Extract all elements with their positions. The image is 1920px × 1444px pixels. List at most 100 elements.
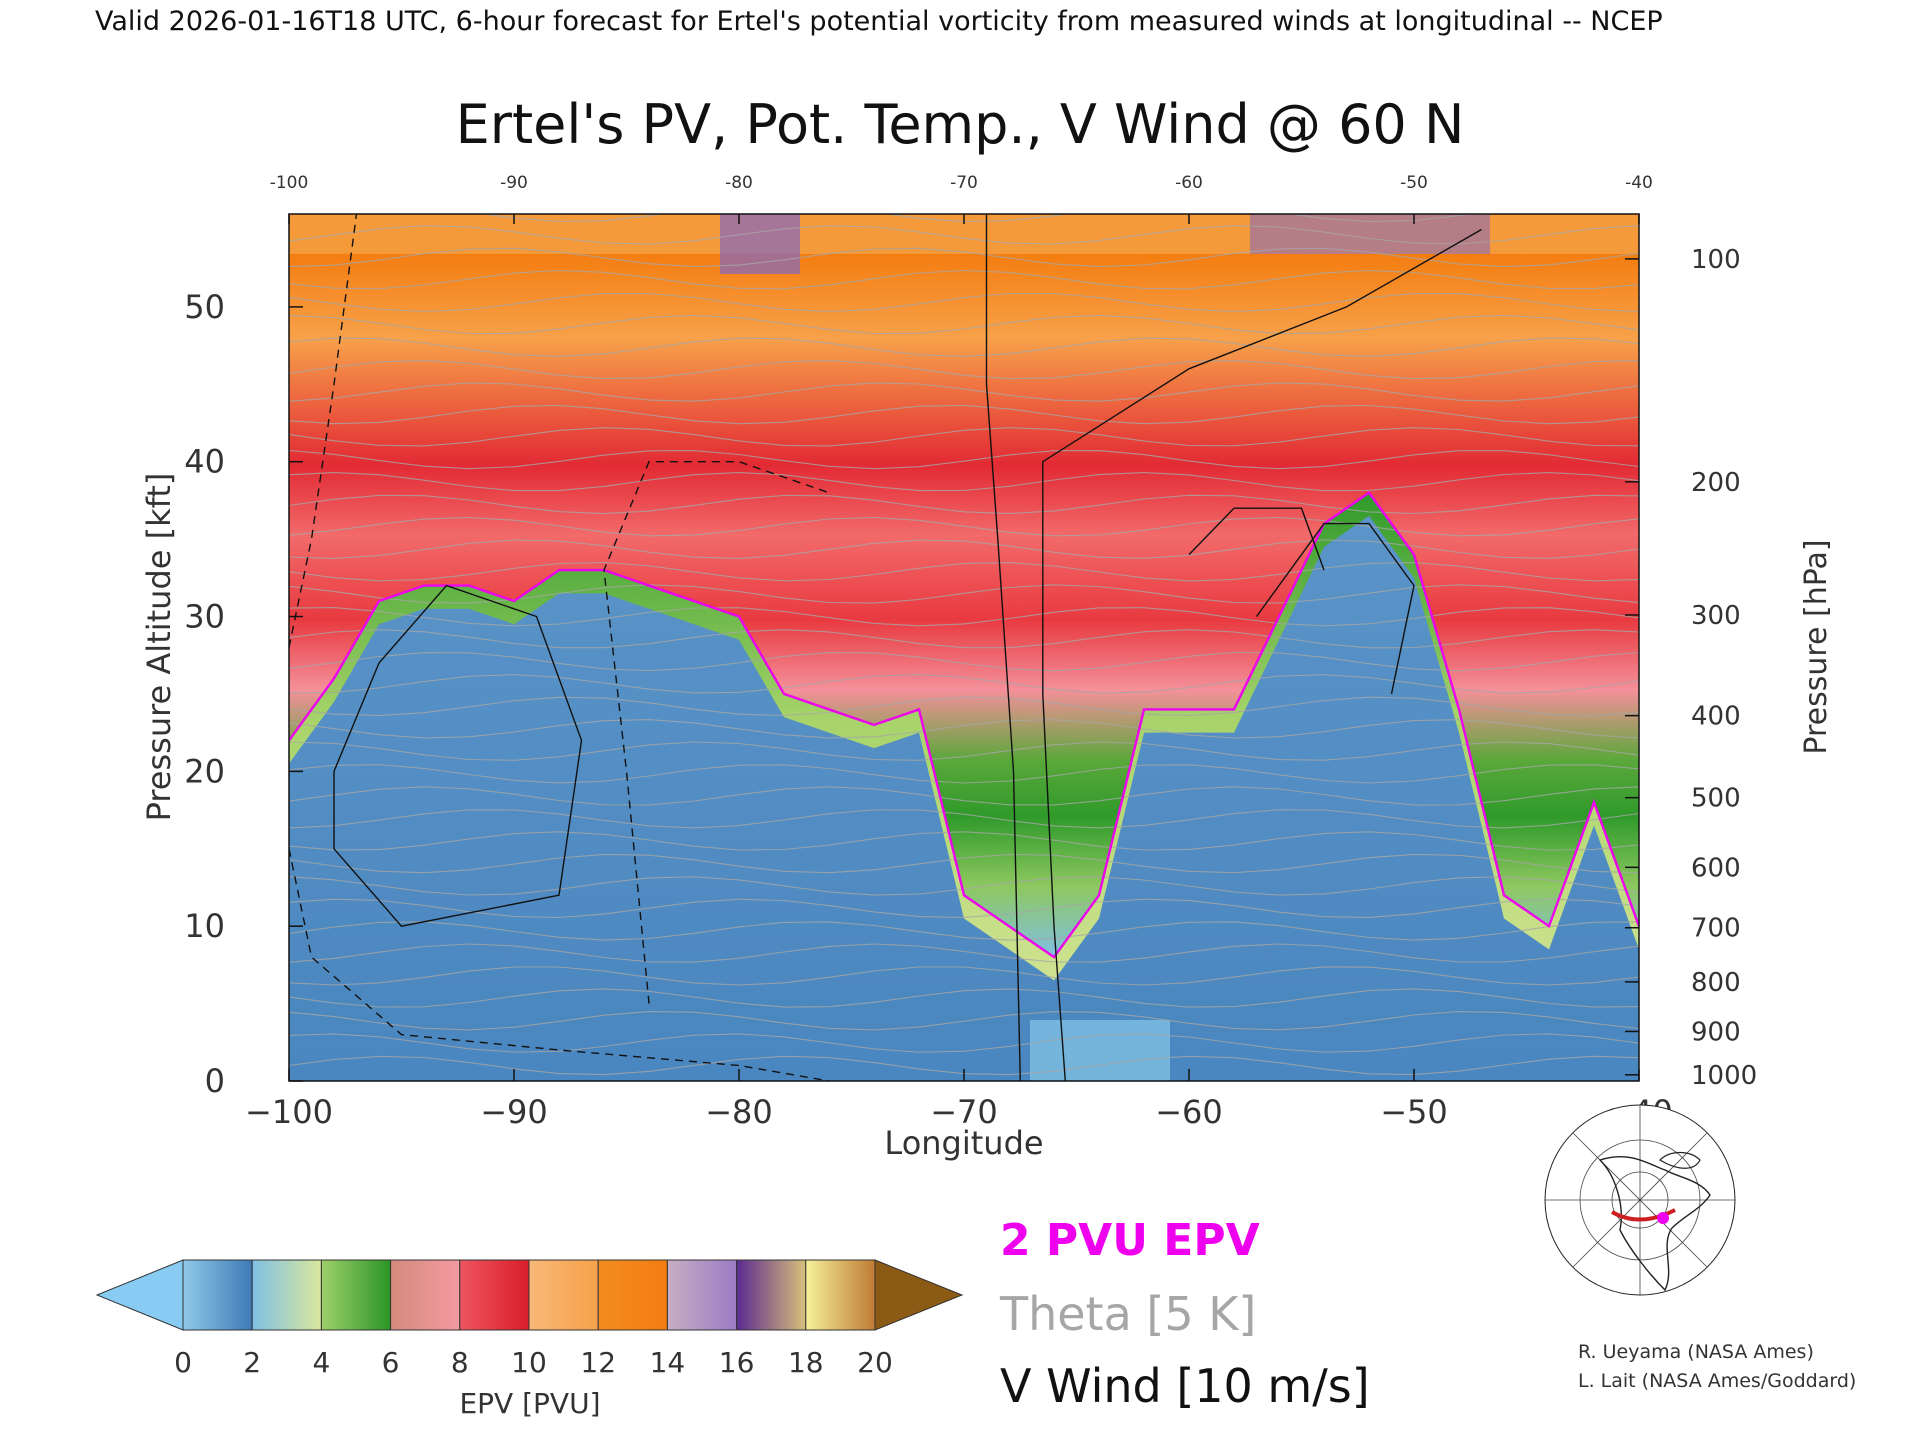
y-tick-label: 50: [184, 288, 225, 326]
theta-contour: [289, 404, 1639, 425]
pressure-tick-label: 600: [1691, 853, 1741, 883]
colorbar-tick-label: 8: [451, 1346, 469, 1379]
credit-line-1: R. Ueyama (NASA Ames): [1578, 1341, 1814, 1363]
pressure-tick-label: 700: [1691, 914, 1741, 944]
pressure-tick-label: 1000: [1691, 1061, 1757, 1091]
theta-contour: [289, 741, 1639, 761]
vwind-contours: [289, 214, 1482, 1081]
colorbar-bin: [251, 1259, 322, 1331]
colorbar-tick-label: 10: [511, 1346, 547, 1379]
vwind-contour: [603, 461, 830, 1004]
theta-contour: [289, 876, 1639, 896]
y-tick-label: 30: [184, 598, 225, 636]
stratosphere-purple-patch-right: [1250, 214, 1490, 254]
x-top-tick-label: -80: [725, 173, 753, 193]
theta-contour: [289, 516, 1639, 537]
x-top-tick-label: -100: [270, 173, 309, 193]
x-tick-label: −60: [1155, 1093, 1223, 1131]
legend-theta: Theta [5 K]: [999, 1287, 1256, 1341]
theta-contour: [289, 651, 1639, 672]
colorbar-bin: [736, 1259, 807, 1331]
colorbar-bin: [182, 1259, 253, 1331]
vwind-contour: [1255, 522, 1415, 695]
theta-contour: [289, 1033, 1639, 1053]
theta-contour: [289, 539, 1639, 559]
y-tick-label: 0: [205, 1062, 225, 1100]
colorbar-bin: [666, 1259, 738, 1331]
vwind-contour: [1188, 507, 1325, 571]
theta-contour: [289, 1011, 1639, 1031]
x-top-tick-label: -40: [1625, 173, 1653, 193]
theta-contour: [289, 449, 1639, 470]
theta-contour: [289, 269, 1639, 290]
colorbar-bin: [459, 1259, 530, 1331]
theta-contour: [289, 696, 1639, 717]
theta-contour: [289, 427, 1639, 447]
theta-contour: [289, 494, 1639, 515]
theta-contour: [289, 629, 1639, 649]
colorbar-over-arrow: [874, 1259, 964, 1331]
colorbar-tick-label: 12: [580, 1346, 616, 1379]
colorbar-tick-label: 6: [382, 1346, 400, 1379]
colorbar-tick-label: 0: [174, 1346, 192, 1379]
colorbar-label: EPV [PVU]: [459, 1387, 600, 1420]
y-tick-label: 10: [184, 907, 225, 945]
theta-contour: [289, 337, 1639, 357]
colorbar-tick-label: 4: [312, 1346, 330, 1379]
theta-contour: [289, 988, 1639, 1008]
pressure-tick-label: 400: [1691, 702, 1741, 732]
y-axis-left: 0 10 20 30 40 50: [184, 288, 303, 1100]
theta-contour: [289, 674, 1639, 694]
theta-contour: [289, 809, 1639, 829]
colorbar-bin: [320, 1259, 392, 1331]
theta-contour: [289, 382, 1639, 402]
vwind-contour: [289, 214, 358, 648]
vwind-contour: [985, 214, 1021, 1081]
theta-contour: [289, 472, 1639, 492]
colorbar-under-arrow: [95, 1259, 184, 1331]
y2-axis-label: Pressure [hPa]: [1799, 539, 1834, 754]
y-axis-right-pressure: 100 200 300 400 500 600 700 800 900 1000: [1625, 245, 1757, 1091]
theta-contour: [289, 786, 1639, 806]
colorbar-bin: [805, 1259, 876, 1331]
plot-area: [289, 214, 1639, 1081]
x-tick-label: −100: [245, 1093, 333, 1131]
pressure-tick-label: 300: [1691, 601, 1741, 631]
theta-contour: [289, 359, 1639, 380]
x-axis-top: -100 -90 -80 -70 -60 -50 -40: [270, 173, 1653, 224]
pressure-tick-label: 200: [1691, 468, 1741, 498]
credit-line-2: L. Lait (NASA Ames/Goddard): [1578, 1370, 1856, 1392]
colorbar-tick-label: 14: [650, 1346, 686, 1379]
colorbar-bin: [528, 1259, 599, 1331]
x-tick-label: −50: [1380, 1093, 1448, 1131]
colorbar-tick-label: 16: [719, 1346, 755, 1379]
theta-contour: [289, 831, 1639, 851]
theta-contour: [289, 764, 1639, 784]
theta-contour: [289, 292, 1639, 313]
epv-2pvu-contour: [289, 491, 1639, 959]
y-tick-label: 20: [184, 752, 225, 790]
theta-contour: [289, 607, 1639, 627]
legend: 2 PVU EPV Theta [5 K] V Wind [10 m/s]: [999, 1215, 1370, 1413]
x-top-tick-label: -50: [1400, 173, 1428, 193]
colorbar-tick-label: 20: [857, 1346, 893, 1379]
x-axis-label: Longitude: [884, 1124, 1043, 1162]
theta-contour: [289, 247, 1639, 268]
theta-contour: [289, 943, 1639, 963]
x-top-tick-label: -60: [1175, 173, 1203, 193]
x-tick-label: −70: [930, 1093, 998, 1131]
epv-colorbar: 0 2 4 6 8 10 12 14 16 18 20 EPV [PVU]: [95, 1259, 964, 1420]
pv-red-band: [289, 254, 1639, 958]
colorbar-bin: [597, 1259, 668, 1331]
theta-contour: [289, 561, 1639, 582]
legend-2pvu-epv: 2 PVU EPV: [1000, 1215, 1260, 1266]
theta-contour: [289, 225, 1639, 245]
x-tick-label: −90: [480, 1093, 548, 1131]
theta-contour: [289, 966, 1639, 986]
pressure-tick-label: 800: [1691, 968, 1741, 998]
y-axis-label: Pressure Altitude [kft]: [140, 473, 178, 822]
pressure-tick-label: 900: [1691, 1017, 1741, 1047]
colorbar-tick-labels: 0 2 4 6 8 10 12 14 16 18 20: [174, 1346, 893, 1379]
